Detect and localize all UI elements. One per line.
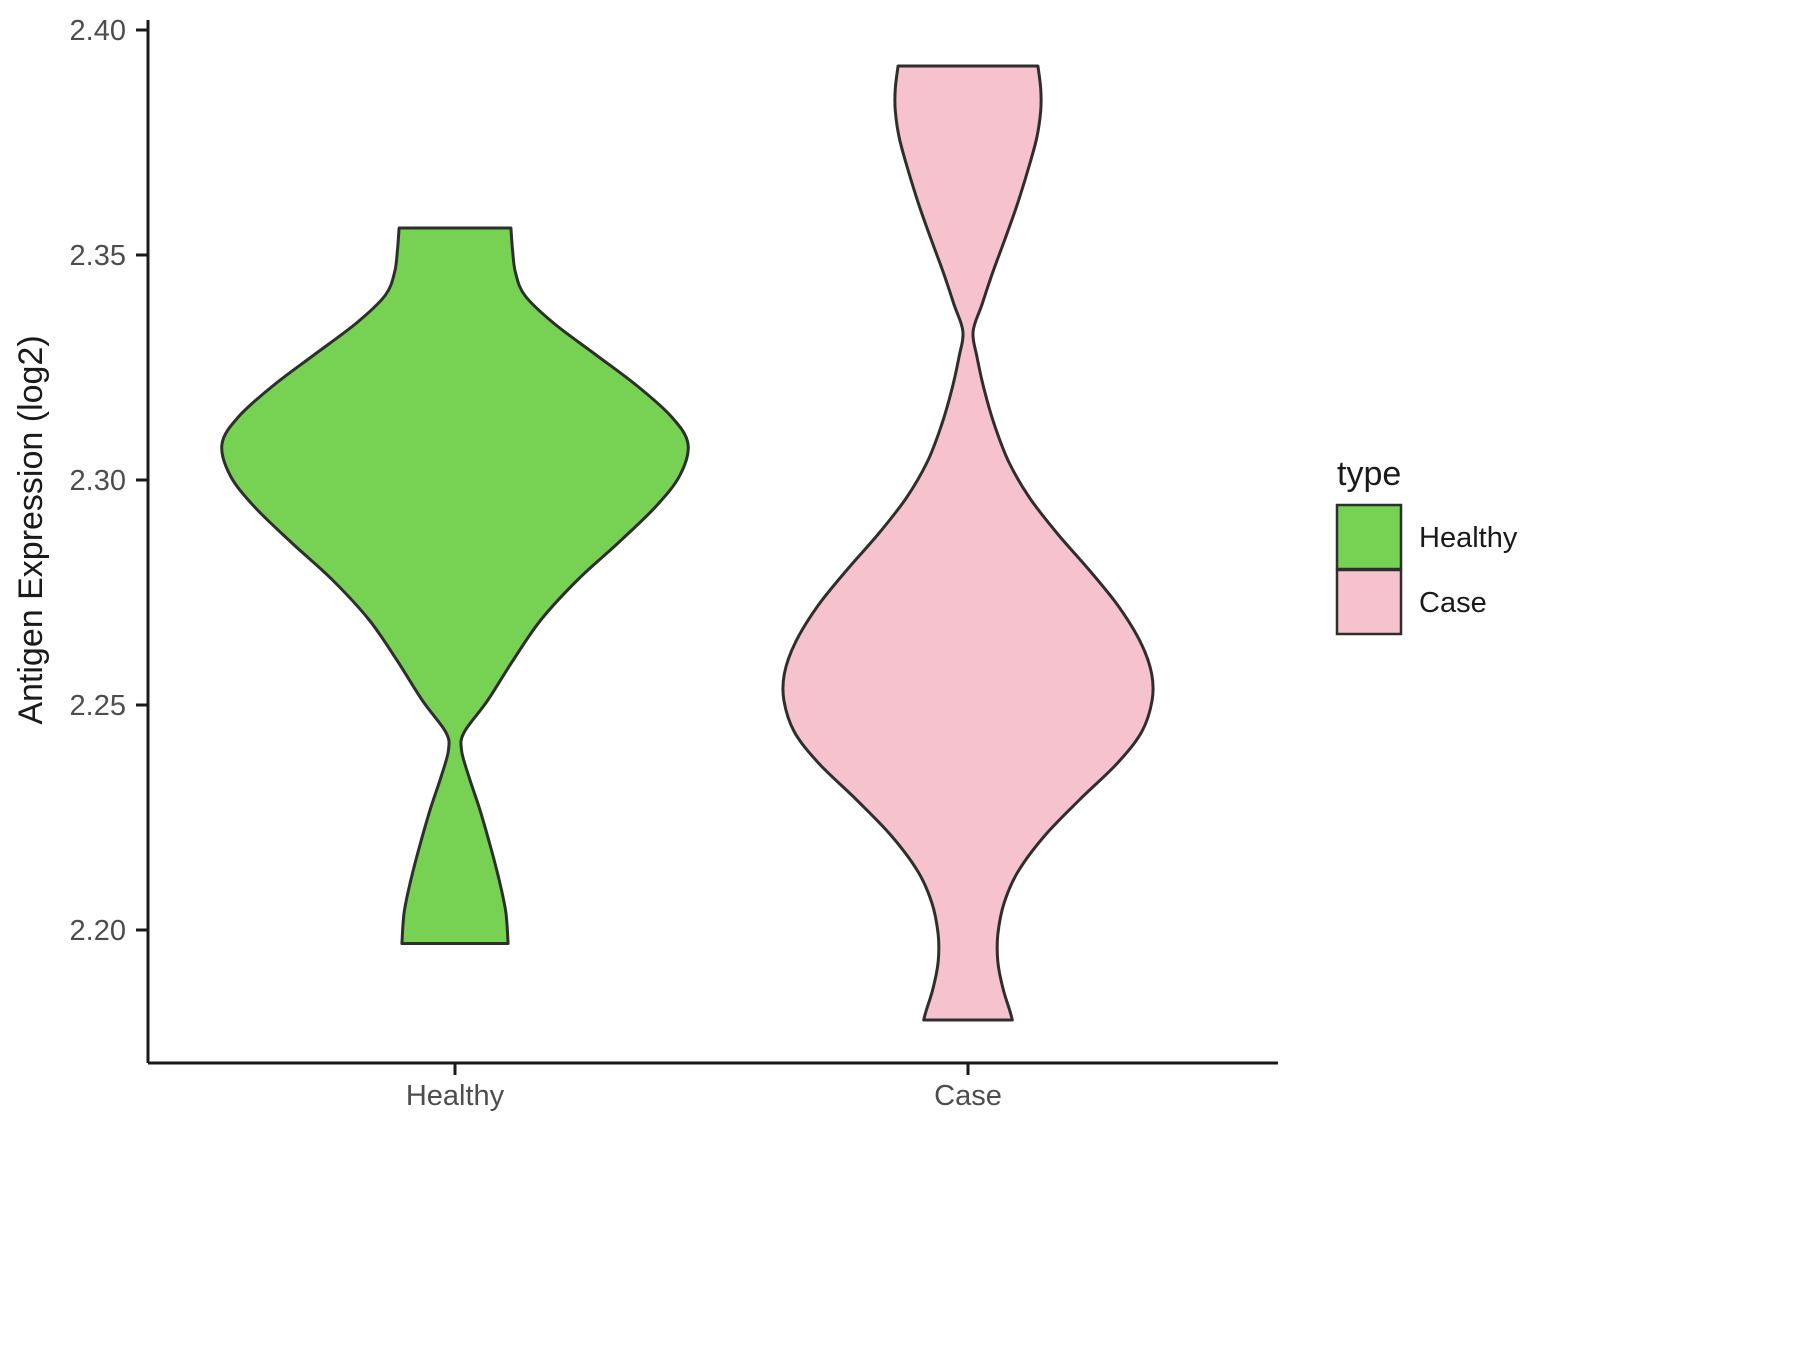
- y-axis-title: Antigen Expression (log2): [12, 335, 50, 724]
- x-tick-label: Healthy: [406, 1080, 505, 1112]
- legend-label: Healthy: [1419, 522, 1518, 554]
- legend-label: Case: [1419, 587, 1487, 619]
- legend-swatch-healthy: [1335, 503, 1403, 571]
- y-tick-label: 2.40: [70, 15, 126, 47]
- violin-healthy: [220, 226, 690, 945]
- violin-case: [781, 64, 1155, 1022]
- y-tick-label: 2.30: [70, 465, 126, 497]
- x-tick-label: Case: [934, 1080, 1002, 1112]
- y-tick-label: 2.25: [70, 690, 126, 722]
- legend-swatch-case: [1335, 568, 1403, 636]
- chart-dynamic-layer: 2.20 2.25 2.30 2.35 2.40 Healthy Case Healthy Ca…: [70, 15, 1518, 1112]
- legend-title: type: [1337, 455, 1401, 493]
- y-tick-label: 2.20: [70, 915, 126, 947]
- y-tick-label: 2.35: [70, 240, 126, 272]
